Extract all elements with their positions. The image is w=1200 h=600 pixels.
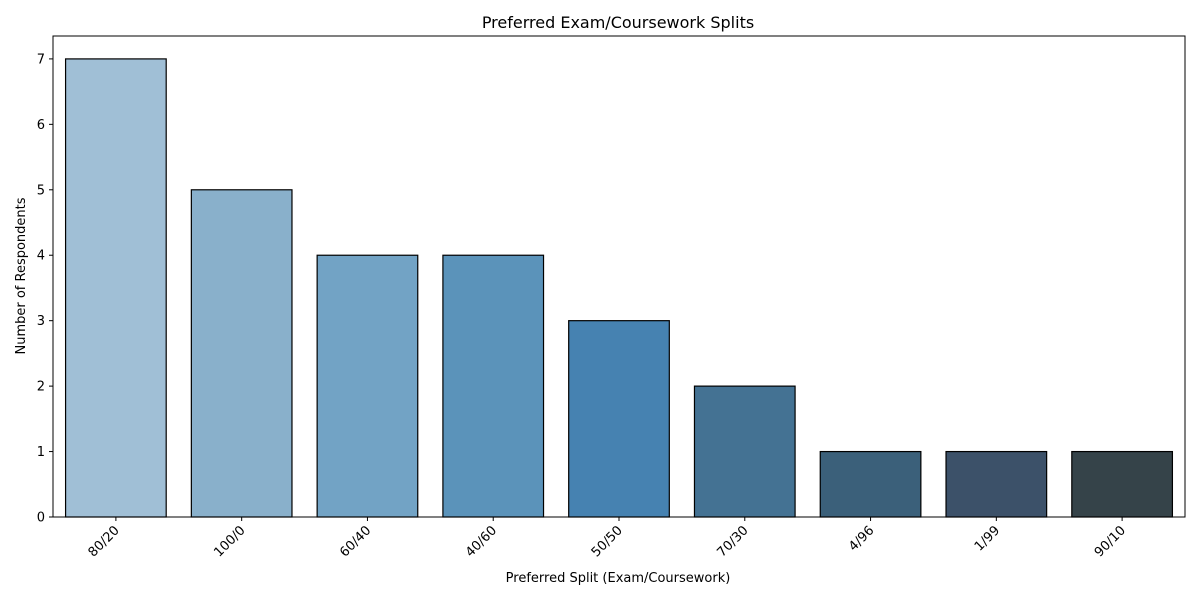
y-tick-label: 7: [37, 52, 45, 67]
y-tick-label: 1: [37, 445, 45, 460]
x-tick-label: 70/30: [715, 523, 752, 560]
bar-1-99: [945, 450, 1048, 518]
bar-50-50: [568, 320, 670, 518]
y-tick-label: 2: [37, 380, 45, 395]
x-tick-label: 80/20: [86, 523, 123, 560]
x-axis-label: Preferred Split (Exam/Coursework): [506, 571, 731, 586]
bar-100-0: [190, 189, 293, 518]
bar-70-30: [693, 385, 796, 518]
chart-title: Preferred Exam/Coursework Splits: [482, 13, 754, 32]
y-tick-label: 6: [37, 118, 45, 133]
x-axis: 80/20 100/0 60/40 40/60 50/50 70/30 4/96 1/99 90…: [86, 517, 1129, 560]
y-tick-label: 4: [37, 249, 45, 264]
x-tick-label: 40/60: [463, 523, 500, 560]
bar-60-40: [316, 254, 419, 518]
y-tick-label: 0: [37, 511, 45, 526]
x-tick-label: 1/99: [972, 523, 1003, 554]
y-tick-label: 5: [37, 183, 45, 198]
x-tick-label: 4/96: [846, 523, 877, 554]
y-axis: 0 1 2 3 4 5 6 7: [37, 52, 53, 526]
y-axis-label: Number of Respondents: [14, 197, 29, 354]
bar-40-60: [442, 254, 545, 518]
x-tick-label: 90/10: [1092, 523, 1129, 560]
bars-group: [64, 58, 1174, 518]
bar-4-96: [819, 450, 922, 518]
x-tick-label: 100/0: [211, 523, 248, 560]
y-tick-label: 3: [37, 314, 45, 329]
bar-80-20: [64, 58, 167, 518]
x-tick-label: 50/50: [589, 523, 626, 560]
x-tick-label: 60/40: [337, 523, 374, 560]
bar-90-10: [1071, 450, 1174, 518]
